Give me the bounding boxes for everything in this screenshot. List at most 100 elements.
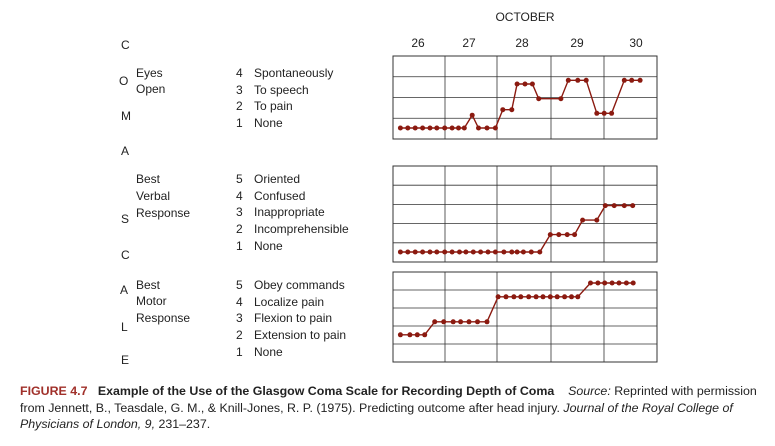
data-point bbox=[602, 280, 608, 286]
score-label: Obey commands bbox=[254, 278, 345, 292]
panel-1 bbox=[392, 55, 658, 140]
data-point bbox=[623, 280, 629, 286]
data-point bbox=[509, 107, 515, 113]
data-point bbox=[405, 125, 411, 131]
data-point bbox=[458, 319, 464, 325]
data-point bbox=[594, 110, 600, 116]
data-point bbox=[611, 203, 617, 209]
data-point bbox=[565, 77, 571, 83]
score-label: None bbox=[254, 345, 283, 359]
data-point bbox=[434, 249, 440, 255]
score-label: To pain bbox=[254, 99, 293, 113]
data-point bbox=[554, 294, 560, 300]
data-point bbox=[588, 280, 593, 286]
data-point bbox=[470, 249, 476, 255]
data-point bbox=[449, 249, 455, 255]
panel-frame bbox=[392, 165, 658, 263]
data-point bbox=[466, 319, 472, 325]
data-point bbox=[572, 232, 578, 238]
score-label: Inappropriate bbox=[254, 205, 325, 219]
data-point bbox=[420, 249, 426, 255]
series-line-2 bbox=[400, 204, 633, 253]
score-label: Localize pain bbox=[254, 295, 325, 309]
data-point bbox=[397, 125, 403, 131]
data-point bbox=[492, 249, 498, 255]
series-line-3 bbox=[400, 282, 634, 336]
data-point bbox=[526, 294, 532, 300]
data-point bbox=[575, 77, 581, 83]
data-point bbox=[520, 249, 526, 255]
data-point bbox=[540, 294, 546, 300]
score-number: 2 bbox=[236, 328, 243, 342]
data-point bbox=[484, 319, 490, 325]
data-point bbox=[609, 280, 615, 286]
data-point bbox=[397, 249, 403, 255]
day-label-28: 28 bbox=[515, 36, 529, 50]
score-number: 4 bbox=[236, 295, 243, 309]
data-point bbox=[442, 125, 448, 131]
score-label: Incomprehensible bbox=[254, 222, 349, 236]
data-point bbox=[564, 232, 570, 238]
data-point bbox=[427, 249, 433, 255]
scale-letter: C bbox=[121, 248, 130, 262]
caption-label: FIGURE 4.7 bbox=[20, 384, 88, 398]
data-point bbox=[602, 203, 608, 209]
data-point bbox=[422, 332, 428, 338]
data-point bbox=[501, 249, 507, 255]
day-label-27: 27 bbox=[462, 36, 476, 50]
section-label-line: Eyes bbox=[136, 66, 163, 80]
data-point bbox=[580, 217, 586, 223]
score-label: To speech bbox=[254, 83, 309, 97]
data-point bbox=[556, 232, 562, 238]
section-label-line: Best bbox=[136, 172, 161, 186]
data-point bbox=[441, 319, 447, 325]
data-point bbox=[412, 125, 418, 131]
scale-letter: L bbox=[121, 320, 128, 334]
section-label-line: Open bbox=[136, 82, 166, 96]
data-point bbox=[558, 96, 564, 102]
data-point bbox=[500, 107, 506, 113]
data-point bbox=[427, 125, 433, 131]
scale-letter: S bbox=[121, 212, 130, 226]
data-point bbox=[595, 280, 601, 286]
data-point bbox=[621, 77, 627, 83]
data-point bbox=[434, 125, 440, 131]
data-point bbox=[397, 332, 403, 338]
data-point bbox=[456, 125, 461, 131]
data-point bbox=[533, 294, 539, 300]
scale-letter: A bbox=[121, 144, 130, 158]
scale-letter: O bbox=[119, 74, 129, 88]
data-point bbox=[629, 77, 635, 83]
panel-frame bbox=[392, 271, 658, 363]
figure-caption: FIGURE 4.7 Example of the Use of the Gla… bbox=[20, 383, 765, 433]
day-labels: 26 27 28 29 30 bbox=[411, 36, 643, 50]
data-point bbox=[405, 249, 411, 255]
caption-journal: Journal of the Royal College of Physicia… bbox=[20, 400, 733, 432]
data-point bbox=[594, 217, 600, 223]
data-point bbox=[547, 294, 553, 300]
data-point bbox=[569, 294, 574, 300]
data-point bbox=[529, 81, 535, 87]
coma-chart: OCTOBER 26 27 28 29 30 bbox=[392, 10, 658, 363]
data-point bbox=[536, 96, 542, 102]
score-label: Flexion to pain bbox=[254, 311, 333, 325]
data-point bbox=[432, 319, 438, 325]
score-label: None bbox=[254, 239, 283, 253]
caption-source-label: Source: bbox=[568, 384, 611, 398]
scale-letter: C bbox=[121, 38, 130, 52]
data-point bbox=[637, 77, 643, 83]
data-point bbox=[463, 249, 469, 255]
data-point bbox=[492, 125, 498, 131]
score-number: 1 bbox=[236, 239, 243, 253]
section-label-line: Response bbox=[136, 311, 191, 325]
scale-letter: A bbox=[120, 283, 129, 297]
data-point bbox=[450, 319, 456, 325]
score-number: 3 bbox=[236, 83, 243, 97]
data-point bbox=[484, 125, 490, 131]
day-label-30: 30 bbox=[629, 36, 643, 50]
score-label: None bbox=[254, 116, 283, 130]
data-point bbox=[616, 280, 622, 286]
score-label: Spontaneously bbox=[254, 66, 334, 80]
caption-source-text: Reprinted with permission from Jennett, … bbox=[20, 384, 757, 415]
score-label: Extension to pain bbox=[254, 328, 347, 342]
